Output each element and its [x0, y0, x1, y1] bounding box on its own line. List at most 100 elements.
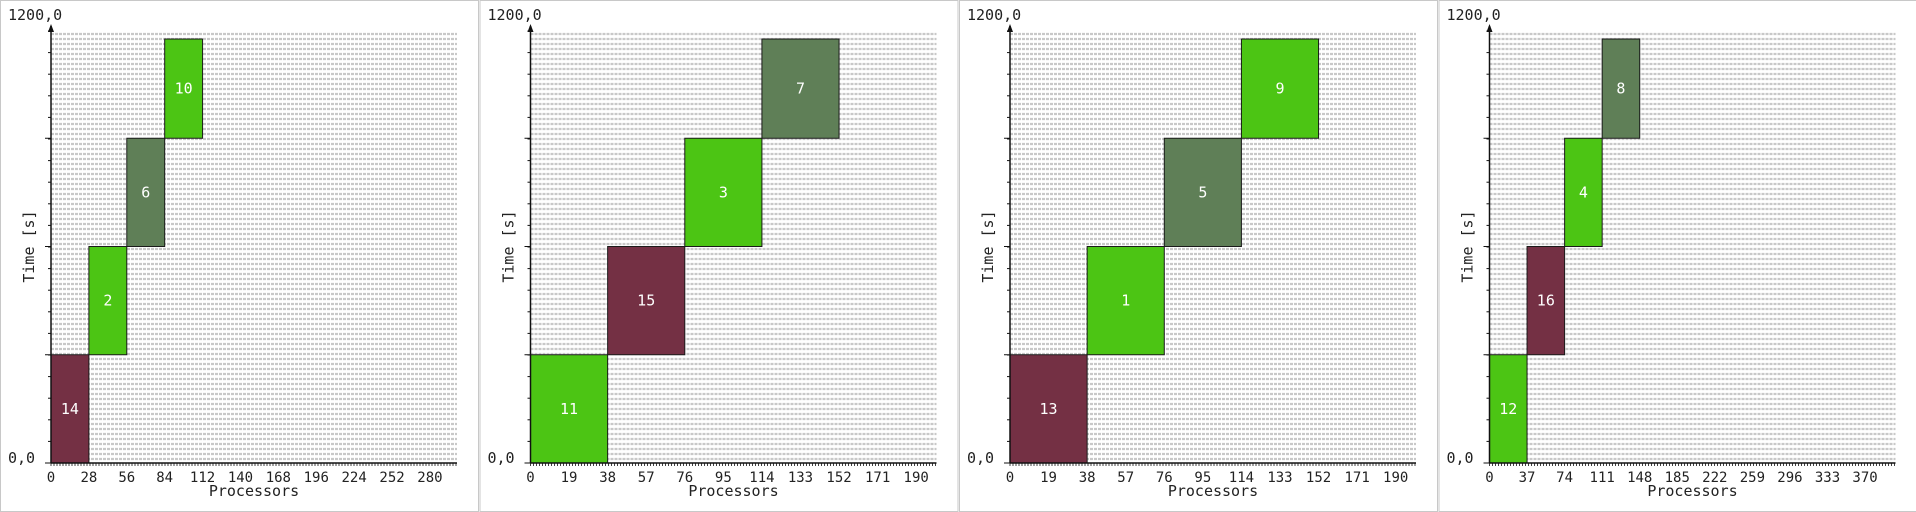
- x-tick-label: 133: [1267, 470, 1292, 486]
- x-tick-label: 76: [1156, 470, 1173, 486]
- job-label-5: 5: [1198, 183, 1207, 201]
- x-tick-label: 370: [1852, 470, 1877, 486]
- job-label-2: 2: [103, 292, 112, 310]
- x-tick-label: 333: [1815, 470, 1840, 486]
- y-max-label: 1200,0: [967, 6, 1021, 24]
- job-bar-14: [50, 354, 90, 464]
- y-max-label: 1200,0: [8, 6, 62, 24]
- x-tick-label: 0: [1006, 470, 1014, 486]
- chart-panel-4: 12 16 4 8 0 37 74 111 148 185 222 259 296 333 370 Proce…: [1438, 0, 1916, 512]
- x-tick-label: 19: [561, 470, 578, 486]
- x-tick-label: 171: [1344, 470, 1369, 486]
- y-axis-arrow-icon: [1007, 24, 1013, 32]
- x-axis-label: Processors: [209, 482, 299, 500]
- x-tick-label: 0: [47, 470, 55, 486]
- chart-panel-3: 13 1 5 9 0 19 38 57 76 95 114 133 152 171 190 Processor…: [959, 0, 1438, 512]
- job-label-4: 4: [1579, 183, 1588, 201]
- y-min-label: 0,0: [8, 449, 35, 467]
- job-label-16: 16: [1537, 292, 1555, 310]
- x-tick-label: 190: [904, 470, 929, 486]
- x-tick-label: 152: [1306, 470, 1331, 486]
- job-bar-15: [607, 246, 686, 356]
- y-axis-arrow-icon: [1486, 24, 1493, 32]
- x-tick-label: 171: [865, 470, 890, 486]
- job-label-11: 11: [560, 400, 578, 418]
- job-label-7: 7: [796, 80, 805, 98]
- y-axis-label: Time [s]: [500, 210, 518, 282]
- y-max-label: 1200,0: [1447, 6, 1501, 24]
- x-tick-label: 112: [190, 470, 215, 486]
- x-tick-label: 74: [1556, 470, 1573, 486]
- y-min-label: 0,0: [1447, 449, 1474, 467]
- grid-stripes: [1489, 32, 1896, 461]
- x-tick-label: 57: [1117, 470, 1134, 486]
- x-tick-label: 140: [228, 470, 253, 486]
- job-bar-9: [1240, 38, 1320, 139]
- job-bar-8: [1601, 38, 1641, 139]
- job-label-10: 10: [175, 80, 193, 98]
- x-tick-label: 38: [1079, 470, 1096, 486]
- x-tick-label: 28: [80, 470, 97, 486]
- job-bar-5: [1163, 137, 1242, 247]
- job-bar-7: [761, 38, 840, 139]
- x-tick-label: 95: [1194, 470, 1211, 486]
- x-tick-label: 76: [676, 470, 693, 486]
- x-tick-label: 0: [1485, 470, 1493, 486]
- job-bar-11: [530, 354, 609, 464]
- x-tick-label: 84: [156, 470, 173, 486]
- job-label-6: 6: [141, 183, 150, 201]
- x-tick-label: 152: [826, 470, 851, 486]
- x-axis-label: Processors: [1168, 482, 1258, 500]
- x-tick-label: 37: [1519, 470, 1536, 486]
- x-tick-label: 296: [1777, 470, 1802, 486]
- grid-stripes: [51, 32, 457, 461]
- x-tick-label: 185: [1665, 470, 1690, 486]
- y-axis-label: Time [s]: [20, 210, 38, 282]
- x-tick-label: 280: [417, 470, 442, 486]
- x-tick-label: 252: [379, 470, 404, 486]
- x-tick-label: 224: [341, 470, 366, 486]
- x-tick-label: 19: [1040, 470, 1057, 486]
- y-axis-arrow-icon: [527, 24, 534, 32]
- x-tick-label: 114: [1229, 470, 1254, 486]
- y-max-label: 1200,0: [488, 6, 542, 24]
- job-bar-16: [1526, 246, 1566, 356]
- y-axis-label: Time [s]: [1459, 210, 1477, 282]
- x-tick-label: 0: [526, 470, 534, 486]
- x-tick-label: 111: [1590, 470, 1615, 486]
- y-axis-label: Time [s]: [979, 210, 997, 282]
- x-axis-label: Processors: [688, 482, 778, 500]
- x-axis-label: Processors: [1647, 482, 1737, 500]
- job-bar-4: [1564, 137, 1603, 247]
- grid-stripes: [1010, 32, 1416, 461]
- x-tick-label: 56: [118, 470, 135, 486]
- x-tick-label: 57: [638, 470, 655, 486]
- y-axis-arrow-icon: [48, 24, 54, 32]
- job-label-15: 15: [637, 292, 655, 310]
- y-min-label: 0,0: [967, 449, 994, 467]
- job-label-13: 13: [1040, 400, 1058, 418]
- job-label-8: 8: [1616, 80, 1625, 98]
- x-tick-label: 95: [715, 470, 732, 486]
- x-tick-label: 168: [266, 470, 291, 486]
- x-tick-label: 38: [599, 470, 616, 486]
- x-tick-label: 196: [304, 470, 329, 486]
- x-tick-label: 133: [788, 470, 813, 486]
- job-label-3: 3: [719, 183, 728, 201]
- x-tick-label: 148: [1627, 470, 1652, 486]
- x-tick-label: 259: [1740, 470, 1765, 486]
- job-bar-10: [164, 38, 204, 139]
- job-label-1: 1: [1121, 292, 1130, 310]
- x-tick-label: 222: [1702, 470, 1727, 486]
- job-bar-3: [684, 137, 763, 247]
- y-min-label: 0,0: [488, 449, 515, 467]
- x-tick-label: 190: [1383, 470, 1408, 486]
- job-bar-13: [1009, 354, 1088, 464]
- job-bar-2: [88, 246, 128, 356]
- chart-panel-1: 14 2 6 10 0 28 56 84 112 140 168 196 224 252 280 Proces…: [0, 0, 479, 512]
- job-label-14: 14: [61, 400, 79, 418]
- job-label-12: 12: [1499, 400, 1517, 418]
- x-tick-label: 114: [749, 470, 774, 486]
- job-bar-6: [126, 137, 166, 247]
